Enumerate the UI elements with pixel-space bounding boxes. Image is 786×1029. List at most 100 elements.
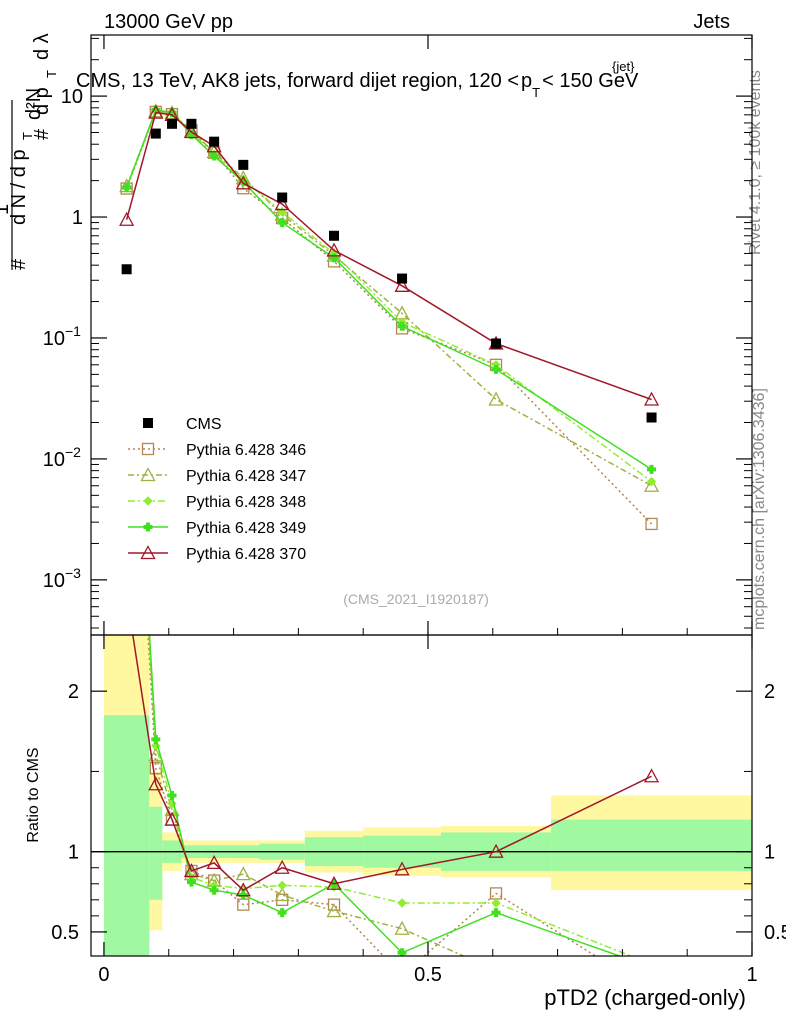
legend-entry-1: Pythia 6.428 346 (128, 442, 306, 459)
chart-title-end: < 150 GeV (542, 70, 639, 92)
main-y-tick-exp-1: −2 (65, 444, 81, 460)
data-point-7 (329, 230, 340, 241)
legend-entry-3: Pythia 6.428 348 (128, 494, 306, 511)
ratio-y-label: Ratio to CMS (25, 747, 42, 842)
series-4-point-6 (274, 196, 290, 211)
y-label-sub-t2: T (44, 70, 59, 78)
ratio-series-3-point-9 (491, 908, 501, 918)
ratio-series-4-point-7 (326, 875, 342, 890)
legend-entry-2: Pythia 6.428 347 (128, 467, 306, 485)
x-tick-label-1: 0.5 (414, 964, 442, 986)
series-4-line (125, 111, 652, 401)
legend-label-3: Pythia 6.428 348 (186, 494, 306, 511)
y-label-dlambda: d λ (31, 33, 53, 60)
y-label-hash2: # (31, 128, 53, 140)
legend-marker-3 (143, 496, 153, 506)
ratio-series-3-point-5 (238, 890, 248, 900)
x-axis-label: pTD2 (charged-only) (544, 985, 746, 1010)
analysis-id: (CMS_2021_I1920187) (343, 591, 489, 607)
ratio-series-3-point-1 (151, 734, 161, 744)
ratio-series-1-point-6 (274, 887, 290, 902)
ratio-series-2-point-9 (491, 898, 501, 908)
main-y-tick-exp-2: −1 (65, 323, 81, 339)
legend-label-4: Pythia 6.428 349 (186, 520, 306, 537)
data-point-2 (167, 118, 178, 129)
ratio-series-3-point-6 (277, 908, 287, 918)
series-0 (120, 105, 658, 531)
header-category: Jets (693, 11, 730, 33)
data-point-10 (646, 412, 657, 423)
series-3-point-10 (647, 464, 657, 474)
legend-marker-0 (143, 418, 153, 428)
ratio-series-0-point-8 (397, 970, 408, 981)
legend-entry-0: CMS (143, 416, 222, 433)
series-4-point-0 (119, 211, 135, 226)
legend: CMS Pythia 6.428 346 Pythia 6.428 347 Pythi… (128, 416, 306, 563)
ratio-series-1-point-9 (490, 964, 503, 976)
ratio-y-tick-label-right-0: 0.5 (764, 922, 786, 944)
main-y-tick-label-4: 10 (61, 86, 83, 108)
y-label-numerator: 1 (0, 204, 13, 215)
band-inner-10 (551, 819, 752, 871)
ratio-series-3-point-2 (167, 791, 177, 800)
rivet-version: Rivet 4.1.0, ≥ 100k events (747, 70, 764, 255)
data-point-4 (209, 136, 220, 147)
ratio-series-3-point-0 (123, 254, 131, 262)
series-3-point-9 (491, 364, 501, 374)
data-point-3 (186, 118, 197, 129)
x-tick-label-0: 0 (98, 964, 109, 986)
chart-title-sup: {jet} (612, 59, 635, 74)
series-1-line (125, 110, 652, 487)
ratio-series-4-point-2 (164, 811, 180, 826)
ratio-series-4-point-10 (643, 768, 660, 783)
main-y-tick-label-3: 1 (72, 207, 83, 229)
chart-title-sub: T (532, 85, 540, 100)
ratio-series-2-point-10 (648, 960, 656, 968)
legend-entry-5: Pythia 6.428 370 (128, 545, 306, 563)
y-label-d2n: d²N (23, 88, 45, 120)
ratio-y-tick-label-right-1: 1 (764, 842, 775, 864)
ratio-series-1-point-7 (326, 903, 342, 918)
legend-marker-5 (140, 545, 156, 560)
ratio-series-3 (123, 254, 622, 956)
series-4-point-1 (148, 104, 164, 119)
legend-label-5: Pythia 6.428 370 (186, 546, 306, 563)
ratio-series-3-point-8 (397, 948, 407, 956)
data-point-1 (150, 128, 161, 139)
ratio-frame (90, 634, 753, 957)
ratio-series-4-point-0 (120, 588, 133, 600)
legend-marker-1 (141, 442, 155, 456)
data-series (121, 118, 657, 423)
data-point-0 (121, 264, 132, 275)
ratio-series-4-point-5 (235, 882, 251, 897)
ratio-series-2-point-6 (277, 880, 287, 891)
main-y-tick-label-2: 10 (43, 328, 65, 350)
ratio-y-tick-label-1: 1 (68, 842, 79, 864)
ratio-series-4-point-1 (148, 776, 164, 791)
ratio-plot-layer (91, 235, 752, 981)
ratio-series-4-point-4 (206, 855, 222, 870)
band-inner-1 (149, 806, 163, 900)
ratio-series-4 (120, 588, 660, 897)
ratio-series-4-line (132, 635, 652, 892)
main-plot-layer (119, 103, 660, 531)
series-3-point-6 (277, 218, 287, 228)
ratio-series-4-point-3 (183, 863, 200, 878)
y-label-denominator: d N / d p (8, 149, 30, 225)
main-y-tick-label-1: 10 (43, 449, 65, 471)
y-label-sub-t: T (20, 132, 35, 140)
ratio-series-3-point-3 (186, 877, 196, 887)
ratio-series-1-line (148, 635, 466, 956)
ratio-series-2-point-0 (123, 254, 131, 262)
ratio-series-1-point-10 (645, 966, 658, 978)
legend-label-1: Pythia 6.428 346 (186, 442, 306, 459)
ratio-y-tick-label-right-2: 2 (764, 681, 775, 703)
main-y-tick-label-0: 10 (43, 570, 65, 592)
ratio-series-1-point-0 (120, 235, 133, 247)
chart-title: CMS, 13 TeV, AK8 jets, forward dijet reg… (76, 70, 639, 100)
series-4 (119, 104, 660, 406)
data-point-5 (238, 159, 249, 170)
series-4-point-7 (326, 242, 342, 257)
y-label-d-pt: d p (31, 87, 53, 115)
ratio-y-tick-label-0: 0.5 (51, 922, 79, 944)
